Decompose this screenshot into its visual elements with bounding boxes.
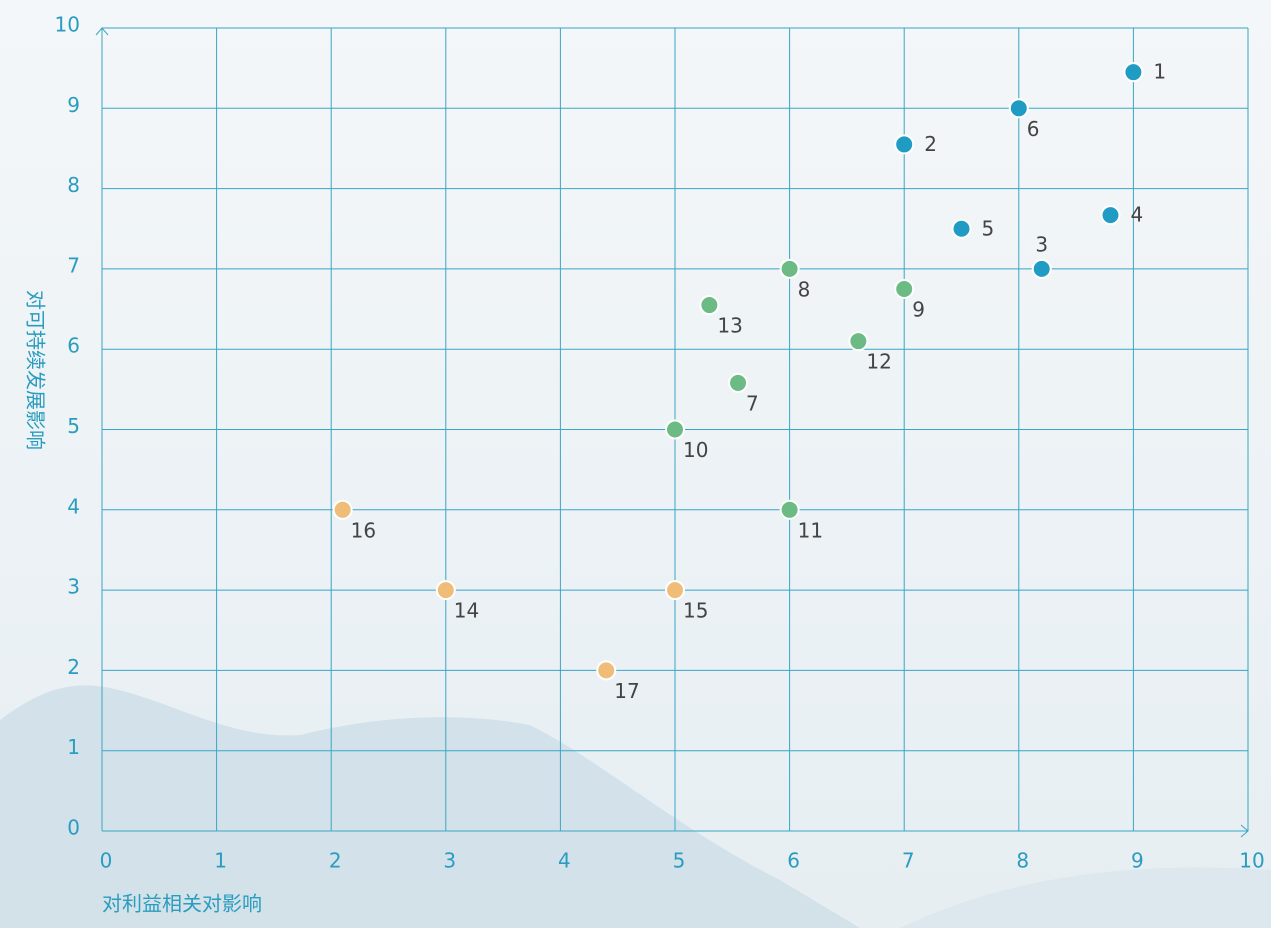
x-tick-label: 8 [1016,849,1029,873]
point [665,580,685,601]
point-label: 6 [1027,117,1040,141]
point-label: 8 [798,277,811,301]
point [1008,98,1029,119]
point-label: 14 [454,599,479,623]
y-tick-label: 3 [67,575,80,599]
x-tick-label: 6 [787,849,800,873]
x-tick-label: 4 [558,849,571,873]
point [728,372,749,393]
point-label: 9 [912,297,925,321]
y-tick-label: 6 [67,334,80,358]
x-tick-label: 0 [100,849,113,873]
point [894,278,915,299]
point-label: 5 [982,216,995,240]
x-tick-label: 9 [1131,849,1144,873]
point [1031,258,1052,279]
x-tick-label: 3 [443,849,456,873]
point-label: 2 [924,132,937,156]
point [665,419,685,440]
x-tick-label: 1 [214,849,227,873]
x-tick-label: 7 [902,849,915,873]
point-label: 1 [1153,60,1166,84]
y-tick-label: 0 [67,816,80,840]
y-tick-label: 5 [67,414,80,438]
y-tick-label: 1 [67,735,80,759]
point-label: 17 [614,679,639,703]
point-label: 7 [746,391,759,415]
point [1123,62,1144,83]
mountain [900,867,1271,928]
x-tick-label: 5 [673,849,686,873]
point-label: 10 [683,438,708,462]
point [699,295,720,316]
point [332,499,353,520]
x-tick-label: 10 [1239,849,1264,873]
axis-arrow [95,27,109,36]
point-label: 12 [866,350,891,374]
point [894,134,915,155]
point-label: 3 [1035,232,1048,256]
y-axis-title: 对可持续发展影响 [24,290,48,450]
y-tick-label: 7 [67,253,80,277]
point-label: 15 [683,599,708,623]
point [435,580,456,601]
point [779,258,800,279]
y-tick-label: 9 [67,93,80,117]
point [848,331,869,352]
mountain [0,685,860,928]
x-tick-label: 2 [329,849,342,873]
x-axis-title: 对利益相关对影响 [102,892,262,916]
point [1100,205,1121,226]
point-label: 4 [1130,203,1143,227]
y-tick-label: 10 [55,13,80,37]
axis-arrow [1240,824,1249,838]
point [779,499,800,520]
point [951,218,972,239]
point-label: 13 [717,314,742,338]
point [596,660,617,681]
point-label: 11 [798,518,823,542]
point-label: 16 [351,518,376,542]
y-tick-label: 2 [67,655,80,679]
y-tick-label: 4 [67,494,80,518]
y-tick-label: 8 [67,173,80,197]
